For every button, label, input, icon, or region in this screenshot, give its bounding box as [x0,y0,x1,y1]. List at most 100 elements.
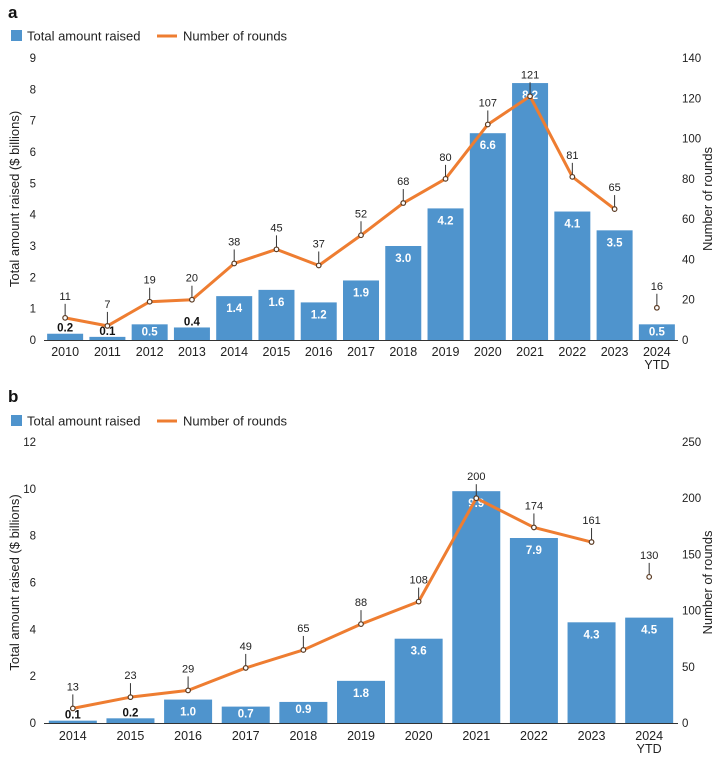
round-label: 108 [409,575,427,587]
x-tick-line: 2010 [51,345,79,359]
bar-9 [567,622,616,723]
round-label: 7 [104,299,110,311]
x-tick-label: 2024 YTD [635,729,663,756]
y-axis-right: 0 20 40 60 80 100 120 140 [682,53,701,347]
x-axis: 2014 2015 2016 2017 2018 2019 2020 2021 2022 2023… [59,729,663,756]
y2-axis-title: Number of rounds [700,530,715,635]
bar-value-label: 4.5 [641,625,658,637]
x-tick-line: 2011 [94,345,121,359]
bar-8 [385,246,422,340]
x-tick-label: 2016 [174,729,202,743]
x-tick-label: 2024 YTD [643,345,671,372]
round-label: 16 [651,281,663,293]
round-label: 52 [355,208,367,220]
round-points: 13 23 29 49 65 88 108 200 174 161 130 [67,471,658,712]
round-label: 65 [608,182,620,194]
rounds-line [72,496,592,710]
x-tick-label: 2018 [389,345,417,359]
bar-2 [164,699,213,723]
bar-11 [512,83,549,341]
x-tick-line: 2023 [578,729,606,743]
bar-1 [106,718,155,723]
x-tick-line: 2022 [558,345,586,359]
y-tick-label: 1 [30,304,36,316]
bar-4 [216,296,253,340]
y2-tick-label: 140 [682,53,701,65]
legend-line-label: Number of rounds [183,414,288,429]
round-marker [273,246,280,253]
bar-value-label: 4.1 [564,219,581,231]
x-tick-label: 2019 [347,729,375,743]
bar-14 [638,324,675,340]
y-tick-label: 8 [30,84,36,96]
bar-value-label: 7.9 [526,545,542,557]
bar-6 [394,638,443,723]
round-label: 65 [297,623,309,635]
x-tick-line: 2018 [389,345,417,359]
bar-9 [427,208,464,340]
bar-8 [509,538,558,723]
y2-tick-label: 80 [682,174,695,186]
bar-value-label: 0.7 [238,709,254,721]
x-tick-line: 2019 [432,345,460,359]
bar-value-label: 1.0 [180,707,196,719]
y-tick-label: 4 [30,624,37,636]
round-label: 80 [439,152,451,164]
x-tick-line: 2020 [405,729,433,743]
y2-tick-label: 0 [682,335,688,347]
x-tick-line: 2013 [178,345,206,359]
bar-value-label: 0.2 [122,707,138,719]
bar-7 [343,280,379,340]
y-tick-label: 2 [30,671,36,683]
bar-value-label: 3.6 [411,646,427,658]
bar-value-label: 1.9 [353,287,369,299]
y-tick-label: 9 [30,53,36,65]
bar-2 [131,324,168,340]
y2-tick-label: 60 [682,214,695,226]
round-label: 11 [59,291,70,303]
x-tick-label: 2014 [220,345,248,359]
bar-3 [173,327,210,340]
bar-value-label: 0.5 [142,326,159,338]
y-axis-right: 0 50 100 150 200 250 [682,437,701,730]
bar-0 [48,720,97,723]
y2-tick-label: 40 [682,254,695,266]
x-tick-label: 2023 [601,345,629,359]
bar-value-labels: 0.1 0.2 1.0 0.7 0.91.83.69.97.94.3 4.5 [65,498,658,721]
legend: Total amount raised Number of rounds [11,414,288,429]
y2-tick-label: 200 [682,493,701,505]
y-tick-label: 2 [30,272,36,284]
y-tick-label: 6 [30,147,36,159]
round-marker [569,173,576,180]
x-tick-line: 2021 [516,345,544,359]
round-label: 161 [582,515,600,527]
round-marker [146,298,153,305]
bar-value-label: 0.5 [649,326,666,338]
y2-tick-label: 100 [682,134,701,146]
panel-a: a Total amount raised Number of rounds 0 1 2 3… [7,3,715,372]
round-marker [531,524,537,531]
x-tick-line: 2012 [136,345,164,359]
round-label: 68 [397,176,409,188]
bar-4 [279,701,328,723]
x-tick-label: 2015 [263,345,291,359]
y2-tick-label: 250 [682,437,701,449]
x-tick-line: 2019 [347,729,375,743]
round-label: 45 [270,222,282,234]
legend-bar-label: Total amount raised [27,29,140,44]
round-marker [588,539,595,545]
x-tick-line: 2021 [462,729,490,743]
y-tick-label: 4 [30,210,37,222]
round-label: 107 [479,97,497,109]
bar-5 [258,289,295,340]
x-tick-label: 2015 [117,729,145,743]
round-label: 174 [525,500,543,512]
x-tick-label: 2022 [558,345,586,359]
round-marker [527,93,533,100]
x-tick-line: 2023 [601,345,629,359]
x-tick-line: 2016 [305,345,333,359]
bar-5 [337,680,385,723]
x-tick-label: 2020 [474,345,502,359]
round-marker [358,232,364,239]
